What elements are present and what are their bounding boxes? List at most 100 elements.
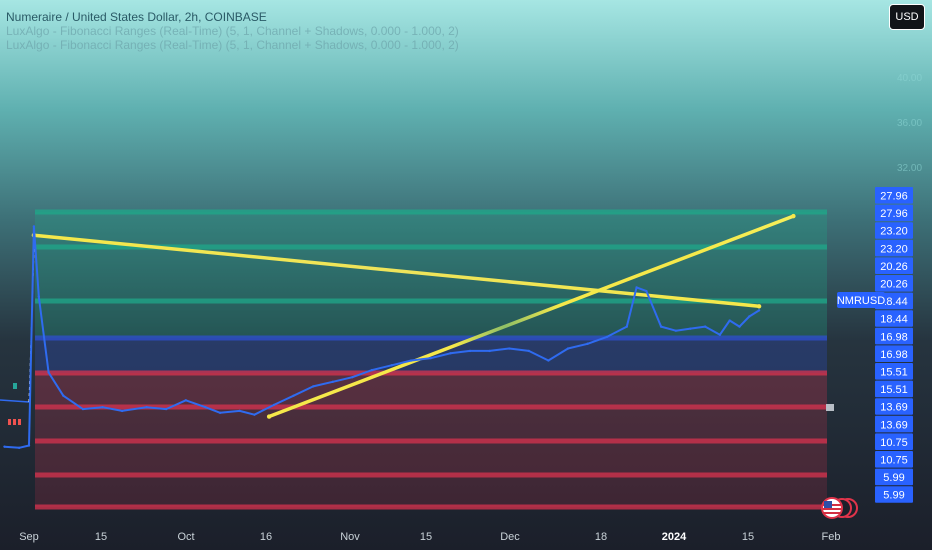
price-point (351, 375, 354, 379)
price-label-bg (875, 363, 913, 380)
price-point (27, 444, 31, 447)
price-point (625, 325, 628, 328)
price-point (218, 411, 222, 414)
x-tick-label: 18 (595, 531, 607, 543)
symbol-tag: NMRUSD (837, 295, 885, 307)
price-label: 18.44 (880, 314, 908, 326)
price-point (635, 286, 638, 289)
chart-header: Numeraire / United States Dollar, 2h, CO… (6, 10, 566, 52)
price-label-bg (875, 204, 913, 222)
symbol-tag-group: NMRUSD (826, 292, 885, 411)
x-tick-label: 15 (420, 531, 432, 543)
x-tick-label: 16 (260, 531, 272, 543)
price-point (47, 371, 50, 374)
fib-level-line (35, 244, 827, 250)
price-label: 15.51 (880, 384, 908, 396)
price-label: 16.98 (880, 331, 908, 343)
candle-up (13, 383, 17, 389)
price-label: 27.96 (880, 191, 908, 203)
trend-line-anchor (791, 213, 796, 219)
price-label-bg (875, 433, 913, 450)
price-point (292, 394, 295, 397)
price-marker (826, 404, 834, 411)
price-label-bg (875, 415, 913, 433)
price-point (738, 325, 741, 328)
candle-down (8, 419, 11, 425)
price-point (659, 325, 663, 328)
faint-price-tick: 32.00 (897, 163, 922, 174)
price-point (32, 225, 36, 228)
price-point (145, 405, 148, 409)
fibonacci-bands (35, 209, 827, 510)
price-label-bg (875, 222, 913, 239)
us-flag-icon[interactable] (818, 497, 858, 519)
fib-level-line (35, 298, 827, 304)
price-label-bg (875, 345, 913, 362)
candle-down (13, 419, 16, 425)
x-tick-label: 15 (742, 531, 754, 543)
fib-level-line (35, 209, 827, 215)
price-point (312, 385, 315, 388)
price-point (586, 342, 589, 345)
price-label: 10.75 (880, 455, 908, 467)
fib-level-line (35, 404, 827, 410)
candle-down (18, 419, 21, 425)
x-tick-label: 15 (95, 531, 107, 543)
price-point (165, 407, 168, 411)
price-point (429, 356, 432, 360)
price-point (547, 359, 550, 362)
price-point (468, 349, 472, 353)
price-label: 16.98 (880, 349, 908, 361)
price-axis-labels: 27.96 27.96 23.20 23.20 20.26 20.26 18.44 18.44… (875, 187, 913, 503)
indicator-label-1[interactable]: LuxAlgo - Fibonacci Ranges (Real-Time) (… (6, 24, 459, 38)
price-label: 23.20 (880, 243, 908, 255)
price-point (689, 327, 692, 330)
price-point (120, 409, 124, 413)
x-tick-label: Nov (340, 531, 360, 543)
price-point (508, 347, 511, 350)
price-point (272, 403, 276, 407)
price-label-bg (875, 310, 913, 327)
price-point (704, 325, 707, 328)
price-label-bg (875, 187, 913, 204)
faint-price-axis: 40.00 36.00 32.00 (897, 73, 922, 174)
price-point (674, 329, 677, 332)
price-point (204, 405, 207, 409)
price-point (410, 359, 413, 362)
price-label: 27.96 (880, 208, 908, 220)
price-label-bg (875, 451, 913, 468)
trend-line (267, 214, 796, 419)
x-tick-label: Feb (822, 531, 841, 543)
fib-band (35, 373, 827, 407)
price-label: 10.75 (880, 437, 908, 449)
price-point (718, 333, 722, 336)
price-label: 15.51 (880, 367, 908, 379)
currency-button[interactable]: USD (889, 4, 925, 30)
fib-band (35, 441, 827, 475)
x-tick-label: 2024 (662, 531, 687, 543)
price-label-bg (875, 380, 913, 398)
price-point (331, 380, 334, 383)
price-point (449, 352, 452, 355)
fib-level-line (35, 504, 827, 510)
price-label-bg (875, 398, 913, 415)
price-label-bg (875, 239, 913, 257)
trend-line-anchor (756, 304, 762, 309)
faint-price-tick: 36.00 (897, 118, 922, 129)
price-label-bg (875, 468, 913, 486)
time-axis: Sep 15 Oct 16 Nov 15 Dec 18 2024 15 Feb (19, 531, 840, 543)
price-point (370, 368, 374, 372)
chart-title[interactable]: Numeraire / United States Dollar, 2h, CO… (6, 10, 267, 24)
trend-line-anchor (266, 414, 272, 419)
price-point (184, 399, 187, 402)
price-point (238, 409, 241, 413)
faint-price-tick: 40.00 (897, 73, 922, 84)
indicator-label-2[interactable]: LuxAlgo - Fibonacci Ranges (Real-Time) (… (6, 38, 459, 52)
x-tick-label: Sep (19, 531, 39, 543)
price-point (757, 309, 761, 312)
price-label-bg (875, 327, 913, 345)
price-point (527, 349, 530, 353)
price-point (37, 295, 40, 298)
x-tick-label: Oct (177, 531, 194, 543)
